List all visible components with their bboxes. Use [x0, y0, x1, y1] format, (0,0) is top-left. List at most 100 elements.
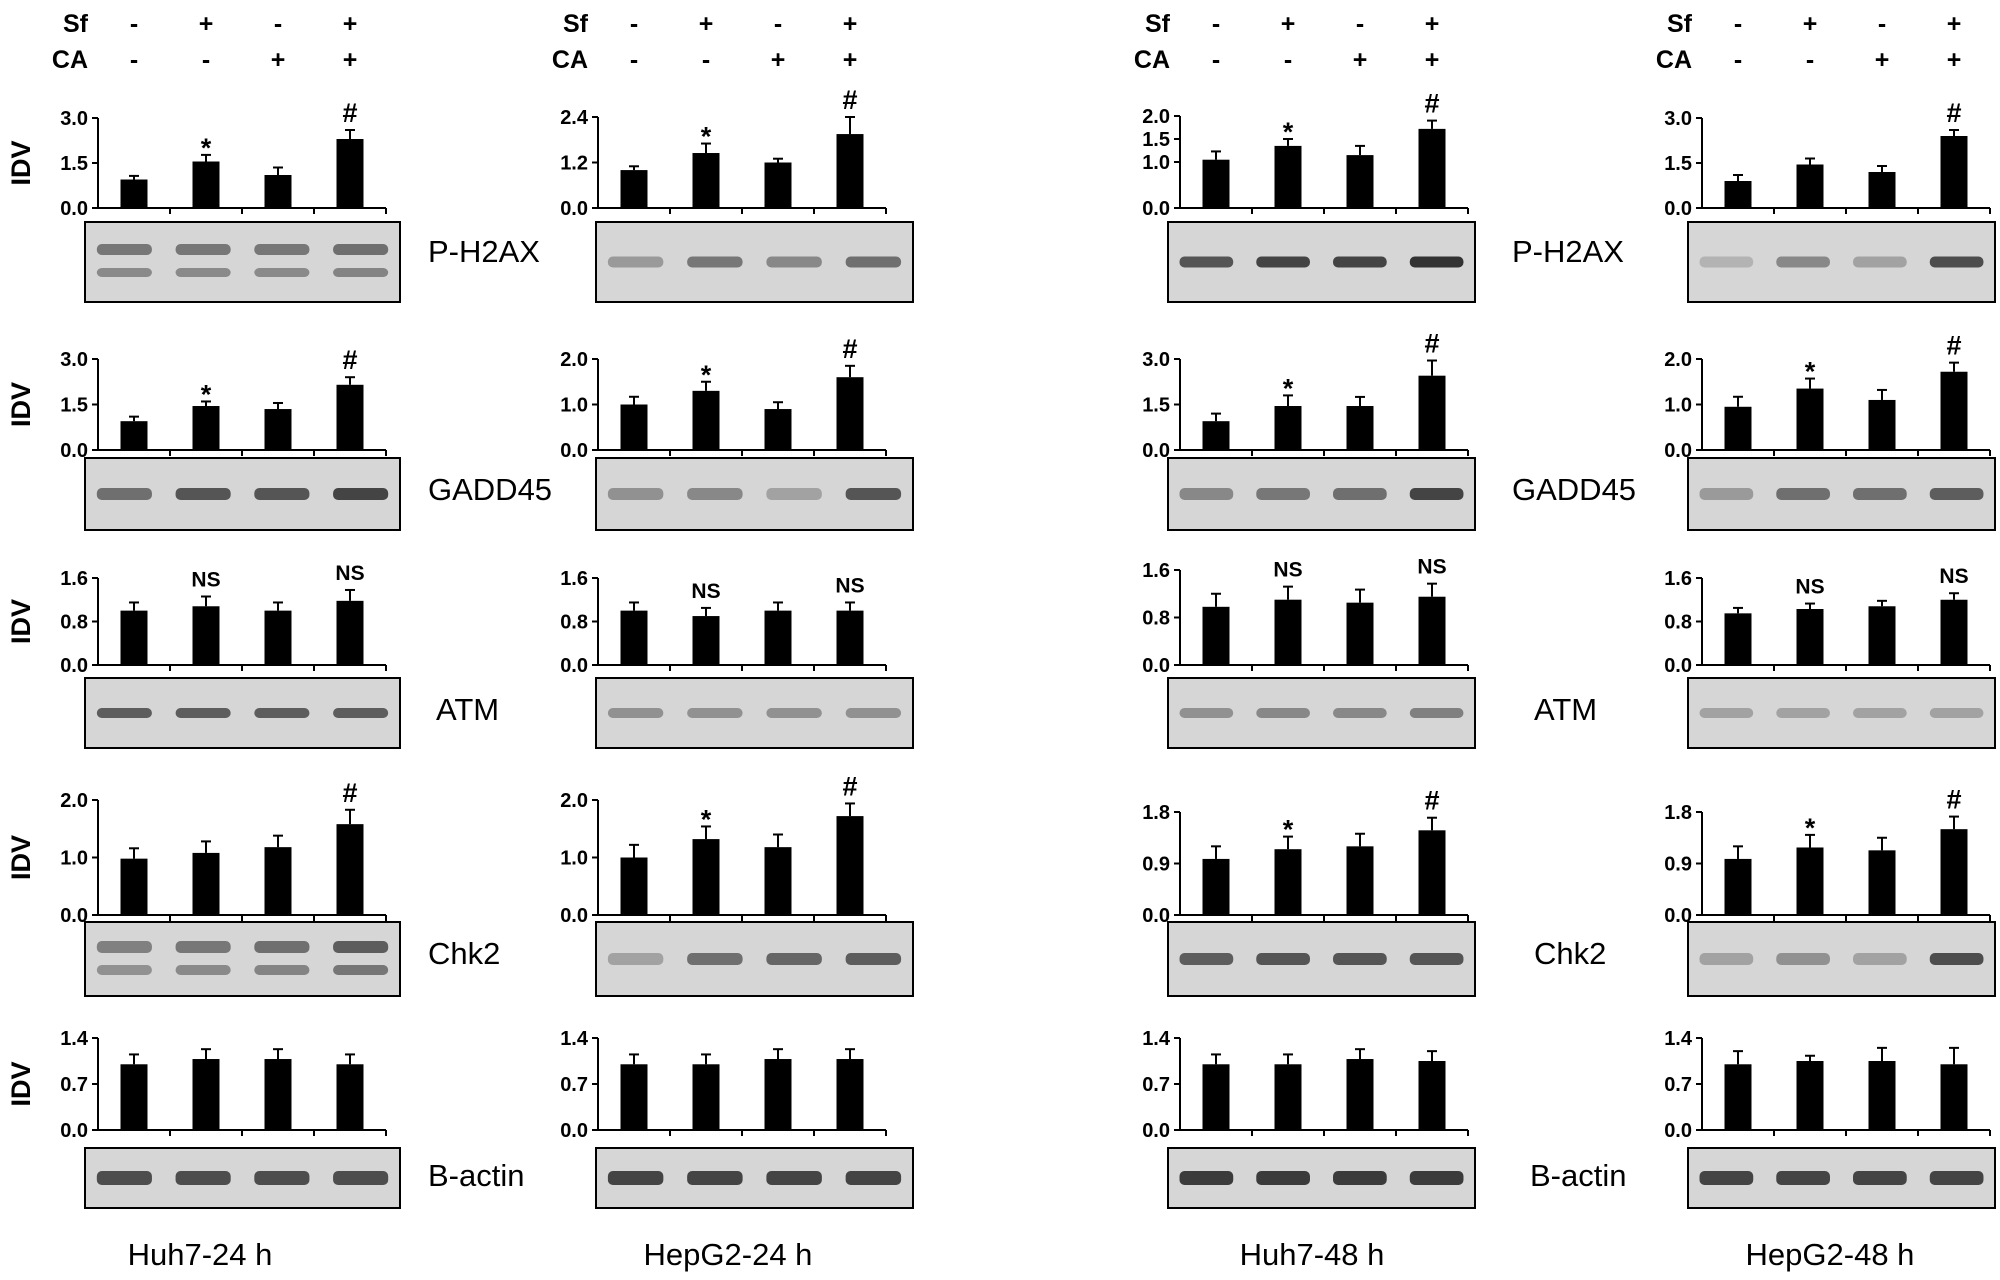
blot-band — [1409, 708, 1464, 718]
y-axis-label: IDV — [6, 835, 36, 880]
blot-band — [1256, 1171, 1310, 1185]
bar — [764, 610, 792, 665]
bar-chart-b-actin-3: 0.0 0.7 1.4 — [1664, 1028, 1996, 1209]
treatment-label: Sf — [563, 10, 589, 38]
blot-band — [1333, 488, 1387, 500]
blot-band — [1699, 1171, 1754, 1185]
treatment-label: CA — [52, 46, 88, 74]
y-tick-label: 0.8 — [1142, 608, 1170, 630]
blot-band — [607, 256, 664, 268]
bar — [1274, 1064, 1302, 1130]
bar — [764, 1059, 792, 1130]
bar — [336, 824, 364, 915]
significance-label: * — [201, 379, 212, 409]
blot-band — [96, 488, 152, 500]
treatment-mark: + — [771, 46, 786, 74]
significance-label: * — [701, 122, 712, 152]
blot-band — [333, 708, 389, 718]
blot-band — [175, 708, 231, 718]
blot-band — [96, 708, 152, 718]
blot-band — [1699, 256, 1754, 268]
y-tick-label: 1.4 — [1664, 1028, 1693, 1050]
bar — [1418, 596, 1446, 665]
blot-band — [1333, 1171, 1387, 1185]
blot-band — [766, 1171, 822, 1185]
treatment-label: Sf — [63, 10, 89, 38]
y-tick-label: 0.0 — [1664, 1120, 1692, 1142]
blot-band — [1929, 1171, 1984, 1185]
bar-chart-b-actin-0: 0.0 0.7 1.4 IDV — [6, 1028, 401, 1209]
blot-band — [333, 244, 389, 255]
significance-label: * — [701, 360, 712, 390]
bar — [1724, 1064, 1752, 1130]
y-tick-label: 0.7 — [1664, 1074, 1692, 1096]
y-tick-label: 2.0 — [60, 790, 88, 812]
significance-label: # — [1946, 331, 1961, 361]
treatment-mark: - — [202, 46, 210, 74]
blot-band — [1929, 256, 1984, 268]
bar — [120, 1064, 148, 1130]
significance-label: * — [1283, 815, 1294, 845]
blot-image-atm — [595, 677, 914, 749]
bar — [1868, 606, 1896, 665]
significance-label: # — [1424, 786, 1439, 816]
bar — [692, 616, 720, 665]
bar-chart-p-h2ax-2: 0.0 1.01.52.0 * # — [1142, 89, 1476, 303]
blot-band — [333, 488, 389, 500]
y-tick-label: 2.0 — [1142, 106, 1170, 128]
blot-band — [254, 488, 310, 500]
bar — [264, 409, 292, 450]
blot-band — [1179, 256, 1234, 268]
bar — [1202, 159, 1230, 208]
protein-label: B-actin — [1530, 1158, 1626, 1193]
bar — [120, 179, 148, 208]
y-tick-label: 1.6 — [60, 568, 88, 590]
significance-label: NS — [191, 568, 220, 591]
bar — [1940, 599, 1968, 665]
blot-band — [96, 965, 152, 975]
blot-image-chk2 — [1687, 921, 1996, 997]
significance-label: NS — [1417, 556, 1446, 579]
significance-label: # — [842, 85, 857, 115]
bar — [1274, 406, 1302, 450]
significance-label: NS — [1795, 576, 1824, 599]
bar — [1796, 388, 1824, 450]
bar — [836, 610, 864, 665]
blot-band — [1409, 488, 1464, 500]
bar — [120, 421, 148, 450]
significance-label: * — [701, 804, 712, 834]
bar-chart-chk2-1: 0.0 1.0 2.0 * # — [560, 771, 914, 997]
blot-band — [687, 256, 743, 268]
y-tick-label: 3.0 — [60, 108, 88, 130]
blot-band — [1179, 953, 1234, 965]
blot-image-chk2 — [1167, 921, 1476, 997]
treatment-mark: + — [699, 10, 714, 38]
significance-label: # — [342, 778, 357, 808]
treatment-row-ca: CA - - + + — [52, 46, 357, 74]
blot-image-gadd45 — [84, 457, 401, 531]
blot-band — [1929, 708, 1984, 718]
blot-band — [175, 488, 231, 500]
bar — [1868, 1061, 1896, 1130]
bar — [264, 175, 292, 208]
y-axis-label: IDV — [6, 382, 36, 427]
treatment-mark: - — [1734, 46, 1742, 74]
blot-band — [333, 1171, 389, 1185]
bar — [620, 404, 648, 450]
bar — [1346, 602, 1374, 665]
bar — [1418, 128, 1446, 208]
blot-band — [766, 488, 822, 500]
blot-band — [607, 708, 664, 718]
y-tick-label: 0.0 — [60, 905, 88, 927]
blot-image-p-h2ax — [595, 221, 914, 303]
blot-band — [1929, 953, 1984, 965]
significance-label: # — [342, 98, 357, 128]
treatment-mark: + — [271, 46, 286, 74]
blot-band — [175, 941, 231, 953]
blot-band — [96, 268, 152, 277]
blot-band — [1179, 488, 1234, 500]
blot-band — [766, 953, 822, 965]
treatment-mark: + — [1947, 10, 1962, 38]
treatment-mark: - — [1356, 10, 1364, 38]
blot-band — [333, 941, 389, 953]
